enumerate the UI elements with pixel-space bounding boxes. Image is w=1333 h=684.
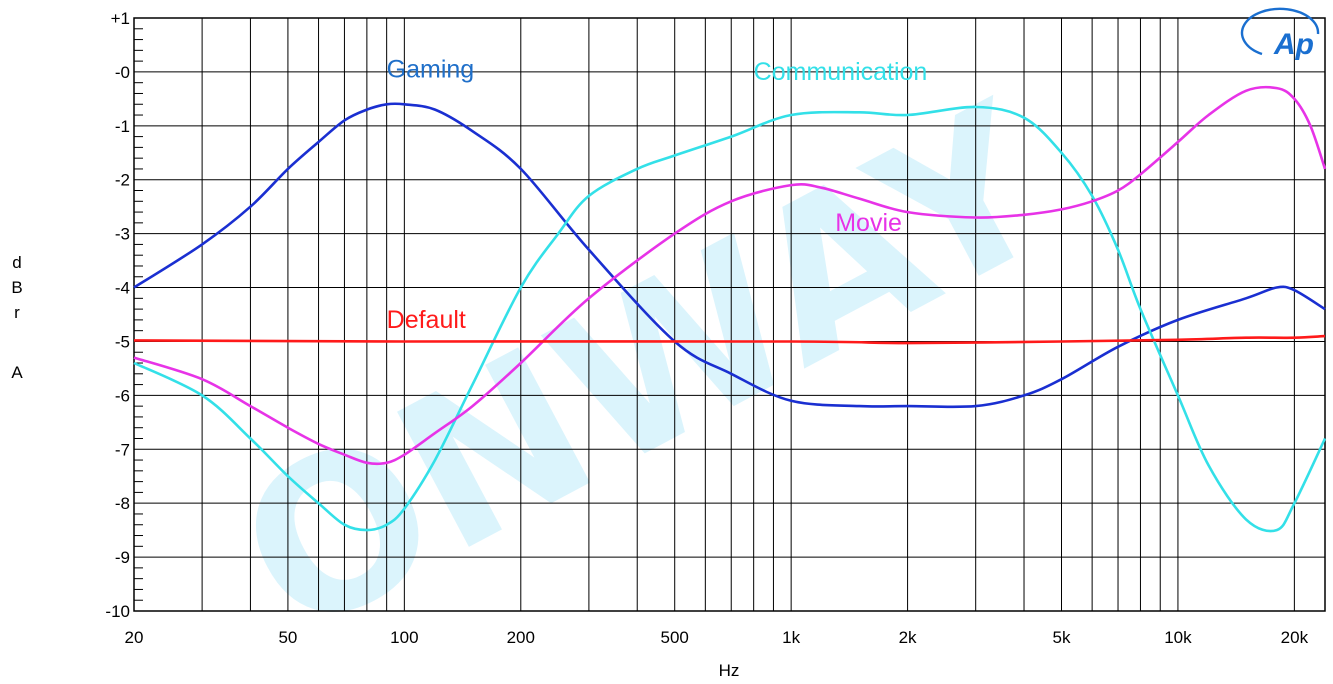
series-line-default <box>133 334 1326 345</box>
y-tick-label: -0 <box>115 63 130 82</box>
chart-grid <box>133 17 1326 612</box>
series-line-communication <box>133 105 1327 533</box>
y-tick-label: -1 <box>115 117 130 136</box>
y-axis-title-char: A <box>11 363 23 382</box>
watermark: ONWAY <box>203 57 1090 684</box>
y-tick-label: -10 <box>105 602 130 621</box>
y-axis-title-char: B <box>11 278 22 297</box>
y-tick-label: -5 <box>115 332 130 351</box>
x-tick-label: 500 <box>661 628 689 647</box>
y-tick-label: -3 <box>115 225 130 244</box>
plot-frame <box>133 17 1326 612</box>
x-tick-label: 20 <box>125 628 144 647</box>
chart-ticks: 20 50 100 200 500 1k 2k 5k 10k 20k +1 -0 -1 -2 -3 -4 -5 -… <box>105 9 1308 647</box>
series-label-movie: Movie <box>835 209 902 237</box>
y-tick-label: +1 <box>111 9 130 28</box>
series-label-default: Default <box>387 306 466 334</box>
logo-text: Ap <box>1273 28 1314 61</box>
y-tick-label: -7 <box>115 440 130 459</box>
watermark-text: ONWAY <box>203 57 1090 684</box>
y-tick-label: -9 <box>115 548 130 567</box>
x-tick-label: 5k <box>1053 628 1071 647</box>
series-line-movie <box>133 85 1327 466</box>
ap-logo: Ap <box>1240 7 1320 61</box>
y-tick-label: -6 <box>115 386 130 405</box>
y-tick-label: -2 <box>115 171 130 190</box>
y-axis-title-char: r <box>14 303 20 322</box>
series-label-gaming: Gaming <box>387 55 475 83</box>
x-tick-label: 2k <box>899 628 917 647</box>
x-tick-label: 50 <box>278 628 297 647</box>
series-label-communication: Communication <box>754 58 928 86</box>
x-axis-title: Hz <box>719 661 740 680</box>
series-labels: Gaming Communication Movie Default <box>387 55 928 334</box>
chart-series <box>133 85 1327 533</box>
x-tick-label: 10k <box>1164 628 1192 647</box>
y-tick-label: -4 <box>115 279 130 298</box>
x-tick-label: 200 <box>507 628 535 647</box>
logo-swoosh <box>1240 7 1320 56</box>
x-tick-label: 100 <box>390 628 418 647</box>
axis-titles: Hz dBr A <box>11 253 739 680</box>
x-tick-label: 1k <box>782 628 800 647</box>
x-tick-label: 20k <box>1281 628 1309 647</box>
y-tick-label: -8 <box>115 494 130 513</box>
y-axis-title-char: d <box>12 253 21 272</box>
